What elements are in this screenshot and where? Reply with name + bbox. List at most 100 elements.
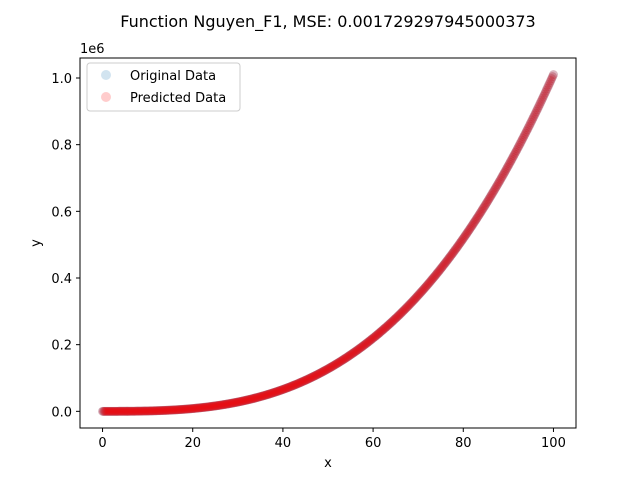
data-point-original <box>399 305 409 315</box>
data-point-original <box>532 105 542 115</box>
data-point-predicted <box>107 406 117 416</box>
data-point-original <box>323 364 333 374</box>
data-point-predicted <box>540 87 550 97</box>
data-point-predicted <box>135 406 145 416</box>
data-point-original <box>351 346 361 356</box>
data-point-predicted <box>256 391 266 401</box>
data-point-original <box>309 371 319 381</box>
data-point-original <box>493 180 503 190</box>
data-point-original <box>339 354 349 364</box>
data-point-original <box>526 118 536 127</box>
data-point-predicted <box>465 223 475 233</box>
data-point-predicted <box>515 139 525 149</box>
data-point-original <box>109 406 119 416</box>
data-point-original <box>167 405 177 415</box>
data-point-original <box>449 246 459 256</box>
data-point-original <box>460 231 470 241</box>
data-point-original <box>528 114 538 124</box>
data-point-predicted <box>493 180 503 190</box>
data-point-original <box>270 387 280 397</box>
data-point-predicted <box>247 394 257 404</box>
data-point-predicted <box>461 230 471 240</box>
data-point-predicted <box>431 269 441 279</box>
data-point-original <box>459 232 469 242</box>
data-point-predicted <box>113 406 123 416</box>
data-point-original <box>138 406 148 416</box>
data-point-predicted <box>385 318 395 328</box>
data-point-original <box>337 356 347 366</box>
data-point-original <box>136 406 146 416</box>
data-point-original <box>370 332 380 342</box>
data-point-original <box>261 390 271 400</box>
data-point-predicted <box>490 184 500 194</box>
legend-marker-original <box>101 70 111 80</box>
data-point-original <box>361 339 371 349</box>
data-point-predicted <box>405 299 415 309</box>
data-point-original <box>199 402 209 412</box>
data-point-predicted <box>299 376 309 386</box>
data-point-predicted <box>396 308 406 318</box>
data-point-original <box>355 343 365 353</box>
legend-label-predicted: Predicted Data <box>130 91 226 106</box>
data-point-original <box>471 215 481 225</box>
data-point-original <box>227 398 237 408</box>
data-point-predicted <box>282 383 292 393</box>
data-point-predicted <box>451 244 461 254</box>
x-tick-label: 20 <box>184 436 201 451</box>
data-point-original <box>237 396 247 406</box>
data-point-predicted <box>233 397 243 407</box>
data-point-predicted <box>116 406 126 416</box>
data-point-original <box>219 400 229 410</box>
data-point-original <box>405 299 415 309</box>
data-point-original <box>204 402 214 412</box>
data-point-original <box>285 382 295 392</box>
data-point-predicted <box>347 349 357 359</box>
data-point-predicted <box>181 404 191 414</box>
data-point-predicted <box>459 232 469 242</box>
legend-label-original: Original Data <box>130 69 216 84</box>
data-point-predicted <box>282 383 292 393</box>
predicted-data-series <box>98 70 558 416</box>
data-point-original <box>260 390 270 400</box>
data-point-original <box>162 405 172 415</box>
data-point-predicted <box>436 264 446 274</box>
data-point-original <box>548 70 558 80</box>
data-point-original <box>179 404 189 414</box>
data-point-predicted <box>104 406 114 416</box>
data-point-predicted <box>471 215 481 225</box>
data-point-predicted <box>229 398 239 408</box>
data-point-predicted <box>311 370 321 380</box>
data-point-original <box>152 406 162 416</box>
x-tick-label: 100 <box>541 436 566 451</box>
data-point-original <box>465 223 475 233</box>
data-point-predicted <box>269 388 279 398</box>
data-point-predicted <box>384 319 394 329</box>
data-point-original <box>200 402 210 412</box>
data-point-predicted <box>429 273 439 283</box>
data-point-original <box>141 406 151 416</box>
data-point-predicted <box>338 355 348 365</box>
data-point-original <box>489 186 499 196</box>
data-point-original <box>511 147 521 157</box>
data-point-predicted <box>155 406 165 416</box>
data-point-predicted <box>433 267 443 277</box>
data-point-predicted <box>245 394 255 404</box>
data-point-original <box>444 253 454 263</box>
data-point-predicted <box>325 363 335 373</box>
data-point-predicted <box>392 313 402 323</box>
data-point-predicted <box>500 167 510 177</box>
data-point-original <box>135 406 145 416</box>
y-tick-label: 0.2 <box>51 339 72 354</box>
data-point-predicted <box>250 393 260 403</box>
data-point-predicted <box>188 404 198 414</box>
data-point-original <box>504 159 514 169</box>
data-point-original <box>386 318 396 328</box>
data-point-predicted <box>341 353 351 363</box>
data-point-predicted <box>306 373 316 383</box>
data-point-original <box>297 377 307 387</box>
data-point-original <box>487 189 497 199</box>
data-point-predicted <box>539 91 549 101</box>
data-point-predicted <box>182 404 192 414</box>
data-point-predicted <box>464 226 474 236</box>
data-point-original <box>346 349 356 359</box>
